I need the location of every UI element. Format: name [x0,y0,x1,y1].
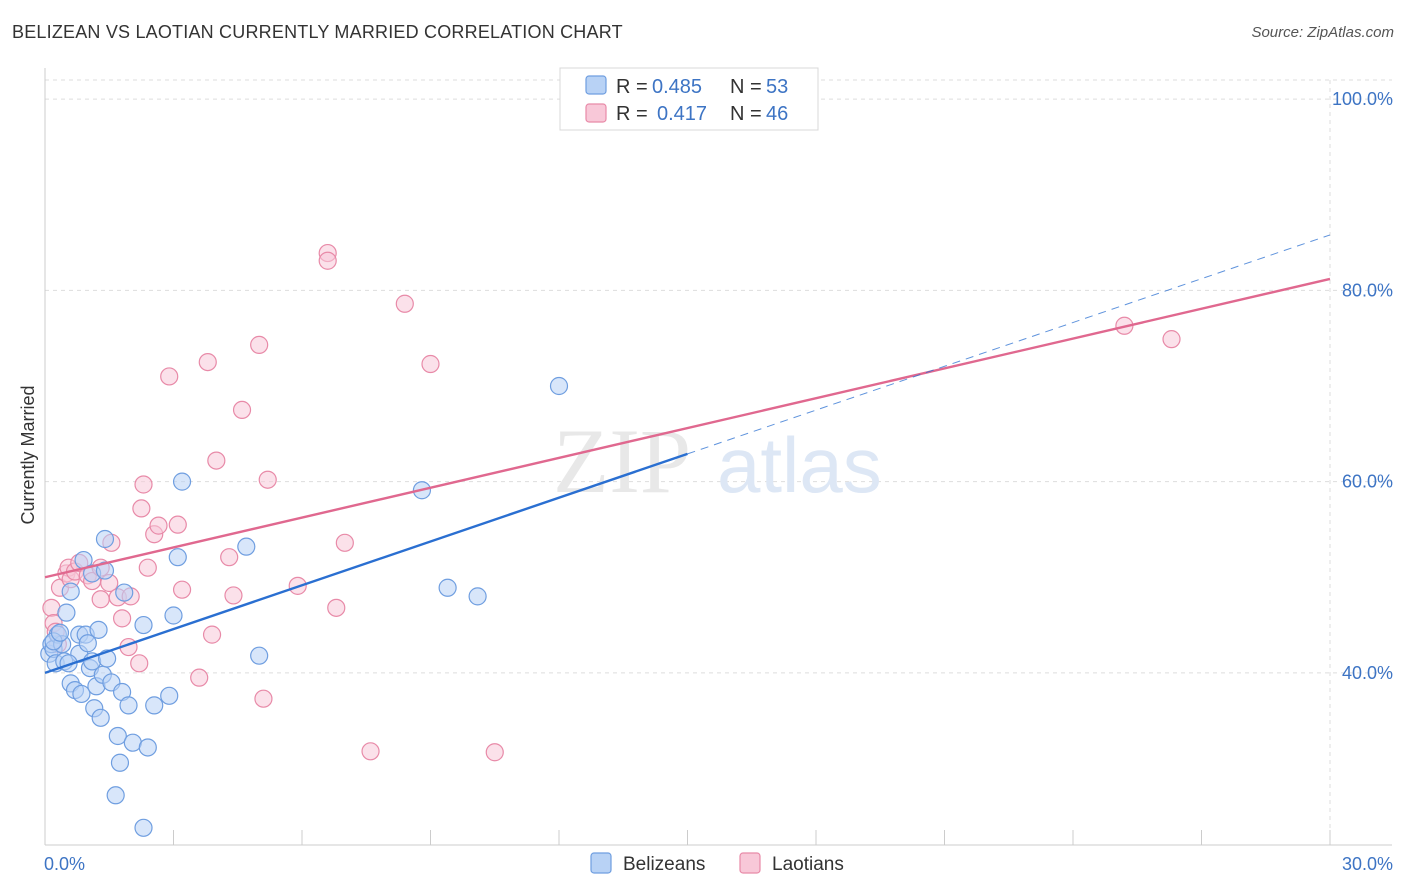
belizeans-point [145,696,164,715]
series-swatch-laotians [739,852,761,874]
watermark: ZIP atlas [553,410,882,512]
legend-r-value-laotians: 0.417 [657,103,707,125]
belizeans-point [72,684,91,704]
laotians-point [361,742,380,761]
belizeans-point [172,472,192,491]
legend: R = 0.485 N = 53 R = 0.417 N = 46 [559,67,819,131]
x-tick-label-max: 30.0% [1342,854,1393,874]
belizeans-point [106,786,125,805]
belizeans-point [57,603,76,622]
belizeans-point [95,561,115,580]
laotians-point [202,625,222,644]
laotians-point [130,654,149,673]
belizeans-point [59,654,78,673]
belizeans-point [95,529,115,549]
series-label-laotians: Laotians [772,854,844,875]
series-swatch-belizeans [590,852,612,874]
belizeans-point [91,708,110,727]
belizeans-trend-extension [687,234,1331,455]
legend-n-label-laotians: N = [730,103,762,125]
y-tick-label: 40.0% [1342,663,1393,683]
belizeans-point [438,578,457,597]
laotians-point [224,586,243,605]
laotians-point [168,515,187,534]
legend-n-value-belizeans: 53 [766,76,788,98]
belizeans-point [50,623,70,642]
laotians-point [138,558,157,577]
legend-r-label-laotians: R = [616,103,648,125]
laotians-point [112,609,132,628]
belizeans-point [160,686,179,705]
belizeans-points [40,376,569,837]
laotians-point [485,743,504,762]
belizeans-point [110,753,130,772]
belizeans-point [138,738,157,757]
chart-title: BELIZEAN VS LAOTIAN CURRENTLY MARRIED CO… [12,22,623,42]
belizeans-point [237,537,256,556]
laotians-point [335,533,354,552]
belizeans-point [164,606,183,625]
laotians-point [198,352,217,372]
belizeans-trend-line [44,452,688,675]
laotians-point [190,668,209,687]
laotians-point [327,598,346,617]
legend-n-value-laotians: 46 [766,103,788,125]
y-tick-label: 60.0% [1342,472,1393,492]
trend-lines [44,234,1331,675]
laotians-point [132,499,151,518]
belizeans-point [89,620,108,639]
source-label: Source: ZipAtlas.com [1251,24,1394,41]
legend-n-label-belizeans: N = [730,76,762,98]
axes [44,68,1392,846]
y-tick-label: 100.0% [1332,89,1393,109]
belizeans-point [123,733,142,752]
laotians-point [160,367,179,386]
laotians-point [91,590,110,609]
laotians-point [207,451,226,470]
laotians-point [134,475,153,494]
laotians-point [220,548,239,567]
laotians-trend-line [44,277,1331,579]
laotians-point [250,335,269,354]
belizeans-point [168,548,187,567]
belizeans-point [119,696,138,715]
legend-swatch-laotians [585,103,607,123]
legend-r-value-belizeans: 0.485 [652,76,702,98]
series-label-belizeans: Belizeans [623,854,705,875]
laotians-point [172,580,192,599]
belizeans-point [549,376,569,396]
series-legend: Belizeans Laotians [590,852,844,875]
belizeans-point [468,587,487,606]
laotians-point [421,354,440,374]
laotians-point [42,598,61,617]
tick-labels: 40.0% 60.0% 80.0% 100.0% 0.0% 30.0% [44,89,1393,874]
belizeans-point [78,634,97,653]
legend-r-label-belizeans: R = [616,76,648,98]
laotians-point [1162,330,1181,349]
belizeans-point [134,818,153,837]
laotians-point [149,516,168,535]
belizeans-point [250,646,269,665]
y-axis-label: Currently Married [18,385,38,524]
belizeans-point [134,615,153,635]
x-tick-label-min: 0.0% [44,854,85,874]
legend-swatch-belizeans [585,75,607,95]
laotians-point [395,294,414,313]
belizeans-point [115,583,134,602]
y-tick-label: 80.0% [1342,280,1393,300]
belizeans-point [108,726,127,746]
watermark-atlas: atlas [717,421,882,509]
laotians-point [318,251,337,270]
laotians-point [232,400,252,420]
belizeans-point [61,582,80,601]
laotians-point [254,689,273,708]
laotians-point [258,470,277,489]
